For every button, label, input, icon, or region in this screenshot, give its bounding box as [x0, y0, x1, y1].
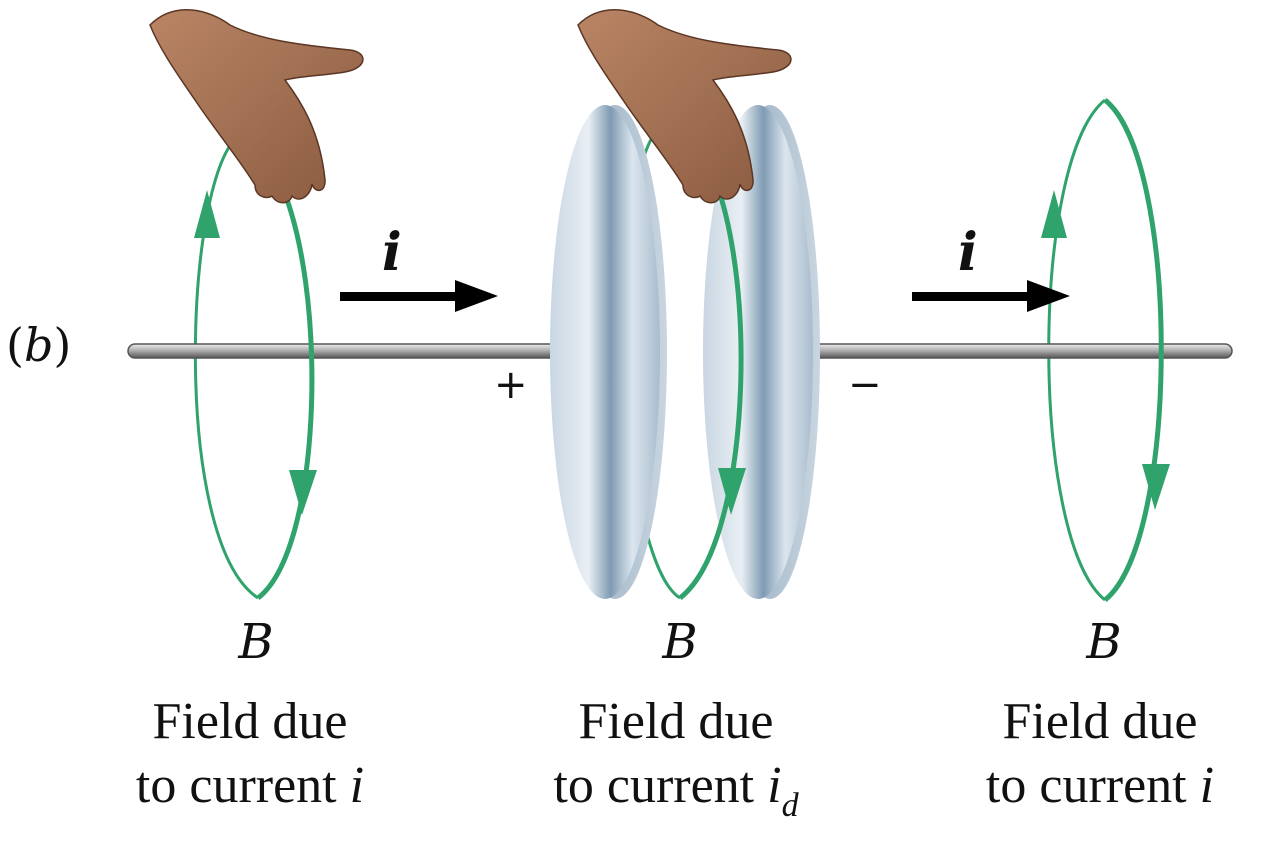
current-arrow-right-icon: [912, 280, 1070, 312]
current-label-left: i: [382, 222, 402, 283]
right-loop-down-arrow-icon: [1142, 464, 1170, 510]
middle-loop-front: [678, 148, 744, 600]
caption-left-line2: to current i: [135, 757, 365, 814]
left-loop-front: [239, 132, 315, 600]
right-hand-middle-icon: [577, 9, 792, 204]
current-label-right: i: [958, 222, 978, 283]
minus-sign: −: [848, 362, 882, 408]
plus-sign: +: [494, 362, 528, 408]
caption-right: Field due to current i: [986, 690, 1214, 818]
caption-middle-line1: Field due: [578, 693, 774, 750]
caption-left: Field due to current i: [136, 690, 364, 818]
caption-right-line2: to current i: [985, 757, 1215, 814]
middle-loop-down-arrow-icon: [718, 468, 746, 515]
wire-right: [809, 343, 1233, 359]
panel-label: (b): [6, 318, 72, 372]
caption-middle-line2: to current id: [553, 757, 799, 824]
caption-left-line1: Field due: [152, 693, 348, 750]
capacitor-plate-positive: [550, 105, 667, 599]
field-symbol-right: B: [1086, 614, 1122, 670]
right-loop-up-arrow-icon: [1041, 190, 1067, 238]
field-symbol-left: B: [238, 614, 274, 670]
left-loop-up-arrow-icon: [194, 190, 220, 238]
right-loop-front: [1103, 98, 1164, 602]
caption-right-line1: Field due: [1002, 693, 1198, 750]
left-loop-down-arrow-icon: [289, 470, 317, 515]
right-hand-left-icon: [149, 9, 364, 204]
caption-middle: Field due to current id: [553, 690, 798, 838]
current-arrow-left-icon: [340, 280, 498, 312]
wire-left: [127, 343, 614, 359]
field-symbol-middle: B: [662, 614, 698, 670]
